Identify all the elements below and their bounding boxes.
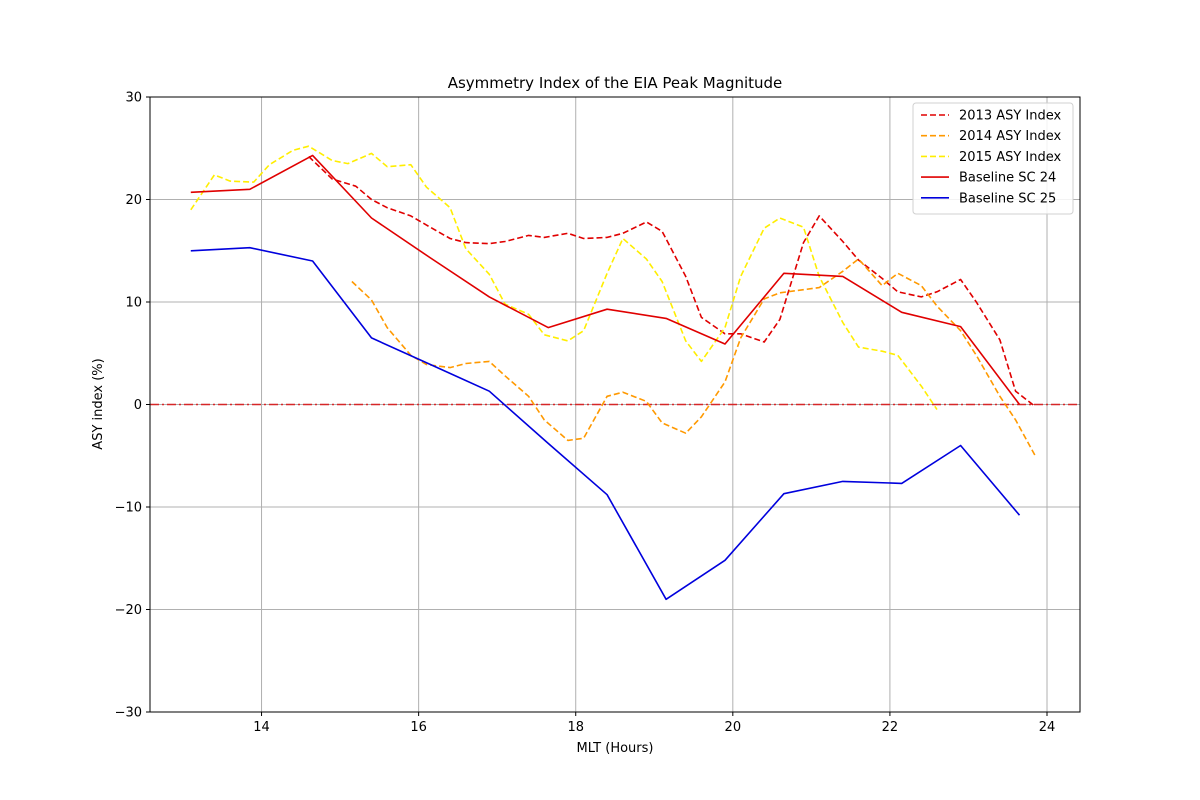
series-group <box>190 145 1036 601</box>
ticks: 14 16 18 20 22 24 −30 −20 −10 0 10 20 30 <box>115 91 1056 736</box>
x-tick-label: 24 <box>1039 720 1056 735</box>
y-tick-label: −20 <box>115 603 142 618</box>
legend-label-3: Baseline SC 24 <box>959 171 1056 186</box>
legend-label-2: 2015 ASY Index <box>959 150 1062 165</box>
series-line-4 <box>190 246 1021 601</box>
y-tick-label: 20 <box>125 193 142 208</box>
x-tick-label: 20 <box>725 720 742 735</box>
x-tick-label: 16 <box>410 720 427 735</box>
series-line-3 <box>190 154 1021 405</box>
legend: 2013 ASY Index 2014 ASY Index 2015 ASY Ind… <box>912 102 1074 215</box>
x-tick-label: 14 <box>253 720 270 735</box>
legend-label-4: Baseline SC 25 <box>959 191 1056 206</box>
y-tick-label: 0 <box>134 398 142 413</box>
legend-box <box>912 102 1074 215</box>
y-axis-label: ASY index (%) <box>91 358 106 449</box>
y-tick-label: 30 <box>125 91 142 106</box>
x-tick-label: 18 <box>567 720 584 735</box>
y-tick-label: −30 <box>115 706 142 721</box>
series-line-2 <box>190 145 938 411</box>
x-axis-label: MLT (Hours) <box>577 741 654 756</box>
legend-label-1: 2014 ASY Index <box>959 129 1062 144</box>
legend-label-0: 2013 ASY Index <box>959 109 1062 124</box>
y-tick-label: 10 <box>125 296 142 311</box>
series-line-1 <box>351 258 1036 457</box>
y-tick-label: −10 <box>115 501 142 516</box>
x-tick-label: 22 <box>882 720 899 735</box>
chart-title: Asymmetry Index of the EIA Peak Magnitud… <box>448 74 783 92</box>
